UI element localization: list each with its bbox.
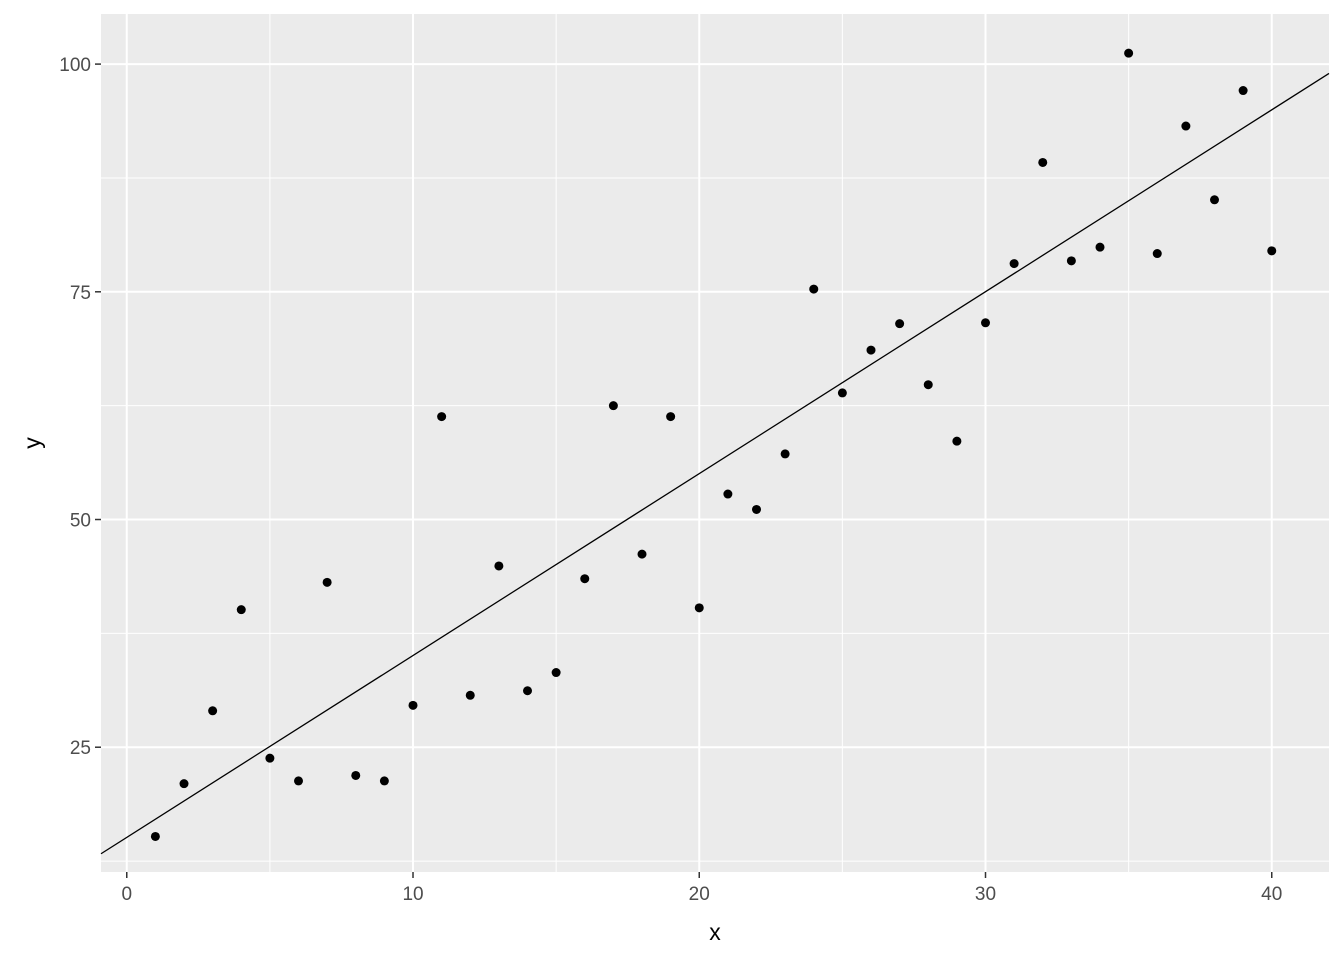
data-point	[265, 753, 275, 763]
data-point	[866, 345, 876, 355]
data-point	[1009, 259, 1019, 269]
y-tick-label: 50	[70, 511, 91, 532]
tick-labels: 0 10 20 30 40 25 50 75 100	[59, 55, 1282, 905]
data-point	[437, 412, 447, 422]
data-point	[150, 831, 160, 841]
fit-line	[100, 72, 1330, 855]
x-tick-label: 10	[402, 884, 423, 905]
data-point	[208, 706, 218, 716]
data-point	[608, 401, 618, 411]
x-axis-title: x	[709, 919, 721, 945]
fit-line-group	[100, 72, 1330, 855]
data-point	[752, 504, 762, 514]
data-point	[780, 449, 790, 459]
data-point	[1095, 242, 1105, 252]
data-point	[1238, 86, 1248, 96]
y-axis-title: y	[19, 437, 45, 449]
x-tick-label: 20	[689, 884, 710, 905]
data-point	[1038, 157, 1048, 167]
y-tick-label: 100	[59, 55, 91, 76]
data-point	[465, 690, 475, 700]
data-point	[666, 412, 676, 422]
data-points	[150, 48, 1277, 841]
data-point	[952, 436, 962, 446]
plot-panel	[101, 14, 1329, 872]
data-point	[1152, 249, 1162, 259]
data-point	[551, 668, 561, 678]
data-point	[837, 388, 847, 398]
data-point	[236, 605, 246, 615]
data-point	[637, 549, 647, 559]
data-point	[981, 318, 991, 328]
data-point	[694, 603, 704, 613]
data-point	[179, 779, 189, 789]
x-tick-label: 0	[121, 884, 132, 905]
data-point	[1210, 195, 1220, 205]
data-point	[1066, 256, 1076, 266]
data-point	[523, 686, 533, 696]
data-point	[895, 319, 905, 329]
data-point	[294, 776, 304, 786]
minor-gridlines	[101, 14, 1329, 872]
major-gridlines	[101, 14, 1329, 872]
data-point	[723, 489, 733, 499]
data-point	[809, 284, 819, 294]
axis-ticks	[95, 63, 1273, 878]
data-point	[351, 770, 361, 780]
data-point	[923, 380, 933, 390]
y-tick-label: 25	[70, 738, 91, 759]
data-point	[1124, 48, 1134, 58]
data-point	[379, 776, 389, 786]
data-point	[1267, 246, 1277, 256]
y-tick-label: 75	[70, 283, 91, 304]
data-point	[322, 577, 332, 587]
x-tick-label: 30	[975, 884, 996, 905]
data-point	[1181, 121, 1191, 131]
data-point	[494, 561, 504, 571]
data-point	[408, 700, 418, 710]
x-tick-label: 40	[1261, 884, 1282, 905]
data-point	[580, 574, 590, 584]
